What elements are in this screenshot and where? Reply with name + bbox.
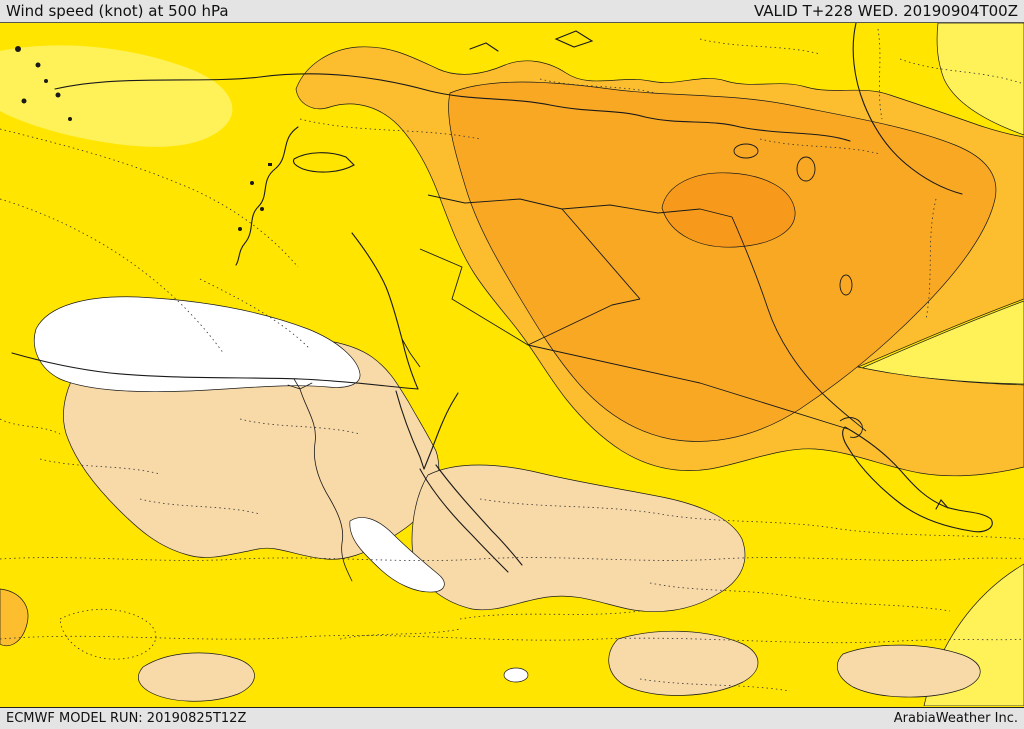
white-region-mediterranean (33, 296, 361, 393)
cream-region-saudi (411, 464, 746, 612)
dotted-contour-line (459, 610, 641, 620)
credit-label: ArabiaWeather Inc. (893, 711, 1018, 726)
island-dot (44, 79, 48, 83)
israel-jordan-border (401, 338, 421, 368)
cream-region-bottom-left (137, 652, 255, 702)
header-bar: Wind speed (knot) at 500 hPa VALID T+228… (0, 0, 1024, 23)
bright-yellow-region-topright (936, 23, 1024, 136)
island-dot (260, 207, 264, 211)
crimea-coastline (554, 30, 594, 48)
turkey-syria-border (427, 194, 733, 218)
island-dot (55, 92, 61, 98)
nile-delta (287, 378, 313, 390)
iraq-iran-border (731, 216, 867, 432)
lake-small-iran (839, 274, 853, 296)
kuwait-border (839, 417, 863, 438)
dotted-contour-line (877, 28, 883, 120)
weather-map (0, 23, 1024, 706)
island-dot (238, 227, 242, 231)
filled-regions (0, 23, 1024, 706)
aegean-coastline (235, 126, 299, 266)
islands (15, 46, 272, 231)
cream-region-bottom-mid (608, 630, 759, 696)
dotted-contour-line (0, 635, 1024, 644)
lakes (733, 143, 853, 296)
dotted-contour-line (59, 608, 157, 660)
island-dot (35, 62, 41, 68)
north-africa-coastline (11, 352, 419, 390)
country-borders (401, 194, 867, 438)
map-title: Wind speed (knot) at 500 hPa (6, 2, 229, 20)
persian-gulf-coastline (842, 426, 993, 533)
light-orange-region-left-edge (0, 588, 29, 647)
dotted-contour-line (0, 128, 299, 268)
jordan-border (419, 248, 641, 346)
red-sea-west-coastline (419, 468, 509, 573)
island-dot (15, 46, 21, 52)
footer-bar: ECMWF MODEL RUN: 20190825T12Z ArabiaWeat… (0, 707, 1024, 729)
sinai-gulf-of-aqaba-coastline (423, 392, 459, 470)
dotted-contour-line (899, 58, 1024, 85)
cyprus-coastline (292, 152, 355, 173)
caspian-coastline (852, 23, 963, 195)
red-sea-east-coastline (435, 464, 523, 566)
white-region-small-spot (503, 667, 529, 683)
lake-van (733, 143, 759, 159)
black-sea-coastline (54, 73, 851, 142)
white-region-red-sea (349, 517, 445, 593)
dotted-contour-line (479, 498, 1024, 540)
saudi-iraq-border (527, 344, 849, 430)
nile-river (299, 388, 353, 582)
island-dot (21, 98, 27, 104)
orange-region (448, 81, 997, 442)
levant-coastline (351, 232, 419, 390)
bright-yellow-region-topleft (0, 45, 233, 147)
lake-urmia (796, 156, 816, 182)
cream-region-bottom-right (836, 644, 981, 698)
island-dot (68, 117, 72, 121)
syria-iraq-border (561, 208, 641, 300)
island-dot (250, 181, 254, 185)
dotted-contour-line (0, 418, 61, 435)
valid-time-label: VALID T+228 WED. 20190904T00Z (753, 2, 1018, 20)
map-area (0, 23, 1024, 706)
island-dot (268, 163, 272, 166)
qatar-coastline (935, 499, 949, 510)
dotted-contour-line (639, 678, 791, 692)
dotted-contours (0, 28, 1024, 692)
sinai-gulf-of-suez-coastline (395, 390, 425, 470)
model-run-label: ECMWF MODEL RUN: 20190825T12Z (6, 711, 247, 726)
dark-orange-region (661, 172, 796, 248)
azov-coastline (469, 42, 499, 52)
coastlines (11, 23, 993, 582)
dotted-contour-line (199, 278, 311, 350)
dotted-contour-line (649, 582, 951, 612)
